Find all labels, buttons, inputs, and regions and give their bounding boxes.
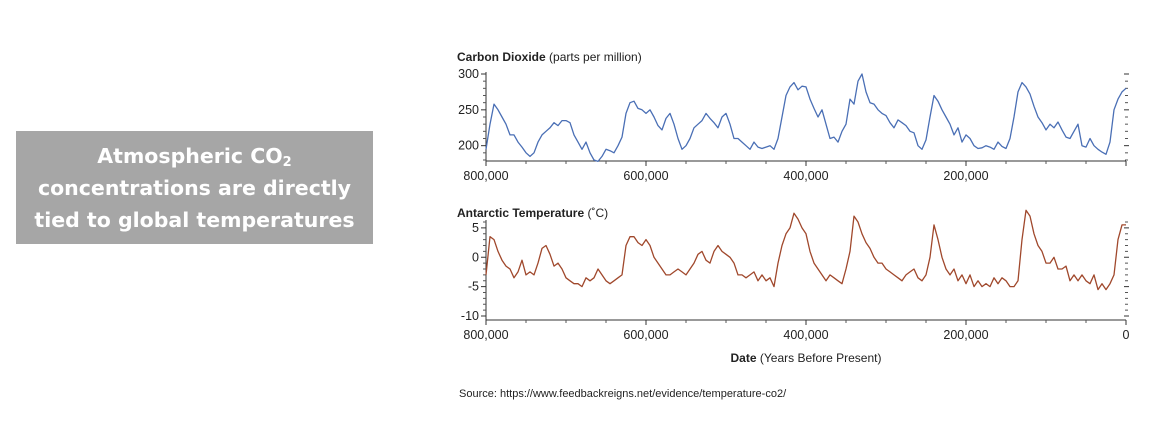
callout-line-2: concentrations are directly	[37, 175, 352, 200]
x-tick-label: 400,000	[783, 328, 828, 342]
chart-title: Carbon Dioxide (parts per million)	[457, 50, 642, 64]
x-axis-label-name: Date	[731, 351, 757, 365]
x-tick-label: 0	[1123, 328, 1130, 342]
chart-title-name: Antarctic Temperature	[457, 206, 584, 220]
y-tick-label: -5	[468, 280, 479, 294]
x-tick-label: 800,000	[463, 328, 508, 342]
x-tick-label: 600,000	[623, 328, 668, 342]
callout-box: Atmospheric CO2 concentrations are direc…	[16, 131, 373, 244]
y-tick-label: 250	[458, 103, 479, 117]
x-tick-label: 200,000	[943, 169, 988, 183]
x-tick-label: 200,000	[943, 328, 988, 342]
chart-title-unit: (parts per million)	[546, 50, 642, 64]
source-citation: Source: https://www.feedbackreigns.net/e…	[459, 388, 787, 400]
chart-title-unit: (˚C)	[584, 206, 608, 220]
y-tick-label: 0	[472, 250, 479, 264]
co2-panel: Carbon Dioxide (parts per million) 200 250…	[457, 50, 1129, 183]
chart-title-name: Carbon Dioxide	[457, 50, 546, 64]
x-tick-label: 800,000	[463, 169, 508, 183]
x-tick-label: 600,000	[623, 169, 668, 183]
temperature-panel: Antarctic Temperature (˚C) -10 -5 0 5 800,000…	[457, 206, 1130, 365]
x-tick-label: 400,000	[783, 169, 828, 183]
x-axis-label-unit: (Years Before Present)	[757, 351, 882, 365]
y-tick-label: -10	[461, 309, 479, 323]
series-line	[485, 73, 1127, 163]
callout-text: Atmospheric CO2 concentrations are direc…	[34, 140, 354, 236]
y-tick-label: 300	[458, 67, 479, 81]
y-tick-label: 200	[458, 139, 479, 153]
callout-line-3: tied to global temperatures	[34, 207, 355, 232]
callout-line-1: Atmospheric CO	[97, 143, 283, 168]
x-axis-label: Date (Years Before Present)	[731, 351, 882, 365]
callout-subscript: 2	[282, 154, 292, 170]
chart-title: Antarctic Temperature (˚C)	[457, 206, 608, 220]
series-line	[485, 209, 1126, 291]
y-tick-label: 5	[472, 221, 479, 235]
